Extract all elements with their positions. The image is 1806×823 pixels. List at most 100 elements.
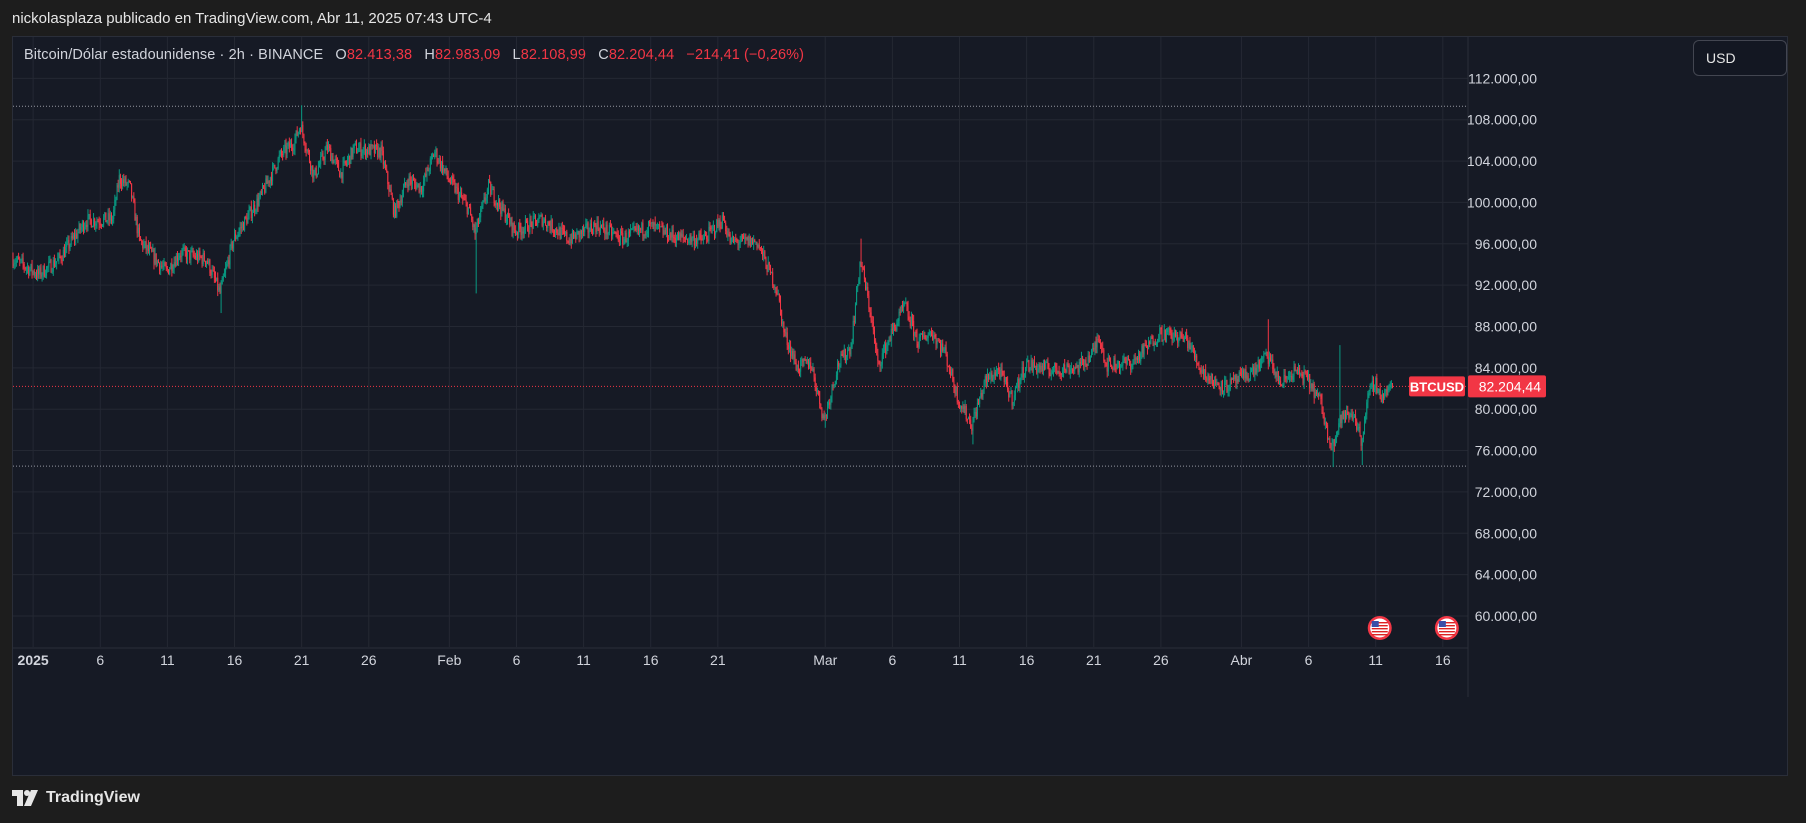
candle-body	[903, 304, 905, 308]
close-label: C	[598, 47, 609, 63]
candle-body	[407, 184, 409, 187]
price-tick-label: 60.000,00	[1475, 608, 1537, 624]
candle-body	[496, 202, 498, 206]
candle-body	[1197, 362, 1199, 365]
candle-body	[839, 366, 841, 368]
candle-body	[1107, 357, 1109, 372]
candle-body	[795, 362, 797, 370]
candle-body	[1389, 384, 1391, 387]
candle-body	[925, 339, 927, 341]
candle-body	[823, 415, 825, 419]
candle-body	[1390, 383, 1392, 385]
candle-body	[677, 232, 679, 240]
candle-body	[891, 328, 893, 330]
candle-body	[991, 373, 993, 381]
candle-body	[914, 331, 916, 336]
candle-body	[279, 150, 281, 156]
candle-body	[1205, 369, 1207, 379]
candle-body	[577, 230, 579, 232]
candle-body	[179, 255, 181, 259]
candle-body	[1142, 345, 1144, 355]
candle-body	[906, 303, 908, 306]
candle-body	[406, 184, 408, 186]
candle-body	[60, 256, 62, 261]
candle-body	[408, 176, 410, 187]
candle-body	[1380, 398, 1382, 403]
candle-body	[1195, 355, 1197, 358]
candle-body	[681, 234, 683, 237]
candle-body	[1086, 363, 1088, 366]
candle-body	[667, 226, 669, 240]
price-tick-label: 112.000,00	[1468, 70, 1537, 86]
candle-body	[75, 233, 77, 240]
price-tick-label: 88.000,00	[1475, 318, 1537, 334]
candle-body	[1333, 439, 1335, 446]
candle-body	[959, 403, 961, 409]
candle-body	[1129, 359, 1131, 365]
candle-body	[331, 156, 333, 162]
candle-body	[1383, 393, 1385, 399]
candle-body	[829, 402, 831, 405]
candle-body	[174, 262, 176, 267]
candle-body	[273, 164, 275, 167]
candle-body	[634, 226, 636, 229]
time-tick-label: 11	[576, 652, 591, 668]
candle-body	[624, 232, 626, 239]
candle-body	[1317, 393, 1319, 395]
candle-body	[1098, 340, 1100, 342]
candle-body	[511, 217, 513, 233]
candle-body	[465, 199, 467, 203]
candle-body	[347, 159, 349, 164]
candle-body	[649, 221, 651, 224]
candle-body	[1120, 365, 1122, 369]
candle-body	[885, 343, 887, 354]
candle-body	[575, 234, 577, 240]
candle-body	[956, 386, 958, 403]
candle-body	[997, 368, 999, 372]
candle-body	[727, 233, 729, 236]
candle-body	[1336, 435, 1338, 438]
candle-body	[552, 231, 554, 233]
candle-body	[683, 237, 685, 239]
candle-body	[144, 241, 146, 244]
candle-body	[284, 144, 286, 148]
candle-body	[1314, 391, 1316, 398]
candle-body	[361, 153, 363, 157]
candle-body	[1124, 358, 1126, 362]
candle-body	[247, 214, 249, 224]
currency-button[interactable]: USD	[1693, 40, 1787, 76]
chart-panel[interactable]	[12, 36, 1788, 776]
candle-body	[509, 217, 511, 225]
candle-body	[1300, 374, 1302, 376]
candle-body	[1185, 331, 1187, 338]
candle-body	[812, 369, 814, 371]
candle-body	[49, 260, 51, 262]
candle-body	[614, 231, 616, 233]
candle-body	[993, 372, 995, 379]
candle-body	[607, 233, 609, 235]
candle-body	[1002, 370, 1004, 376]
candle-body	[391, 195, 393, 200]
candle-body	[263, 185, 265, 189]
candle-body	[918, 337, 920, 348]
candle-body	[890, 328, 892, 341]
candle-body	[1037, 368, 1039, 373]
candle-body	[1237, 379, 1239, 382]
candle-body	[455, 186, 457, 193]
candle-body	[767, 262, 769, 273]
candle-body	[1163, 329, 1165, 340]
open-label: O	[335, 47, 347, 63]
candle-body	[605, 224, 607, 235]
candle-body	[237, 234, 239, 237]
candle-body	[236, 236, 238, 239]
candle-body	[396, 200, 398, 217]
candle-body	[475, 227, 477, 235]
candle-body	[15, 260, 17, 263]
candle-body	[1290, 375, 1292, 377]
candle-body	[1381, 393, 1383, 403]
candle-body	[870, 312, 872, 321]
candle-body	[231, 242, 233, 249]
candle-body	[528, 231, 530, 233]
candle-body	[456, 186, 458, 188]
